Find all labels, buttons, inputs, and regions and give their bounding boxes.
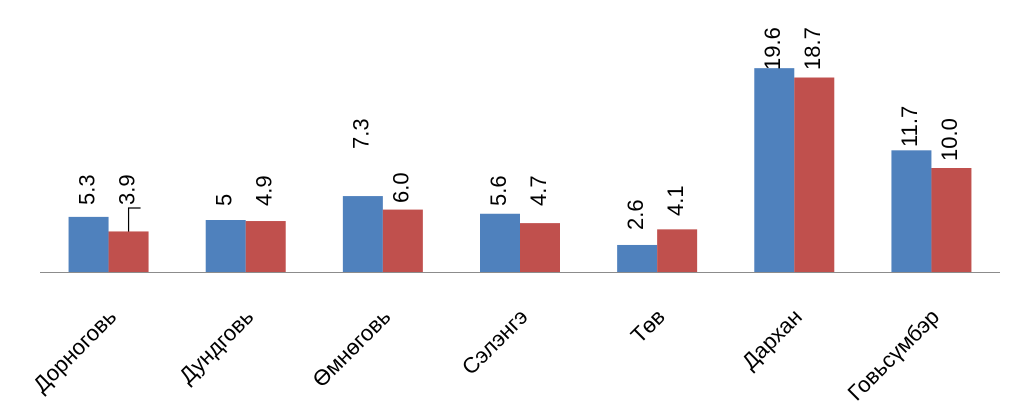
bars-layer	[68, 68, 972, 273]
bar-series-2-6	[794, 77, 835, 273]
category-label-3: Өмнөговь	[307, 304, 395, 392]
value-label-series-2-1: 3.9	[114, 174, 139, 205]
value-label-series-1-1: 5.3	[74, 174, 99, 205]
value-label-series-1-7: 11.7	[897, 106, 922, 147]
label-leader-line	[127, 207, 141, 232]
value-label-series-1-2: 5	[212, 194, 237, 206]
bar-series-2-3	[382, 209, 423, 272]
value-label-series-2-7: 10.0	[937, 118, 962, 161]
value-label-series-1-3: 7.3	[349, 118, 374, 149]
bar-series-1-1	[68, 216, 109, 272]
value-label-series-2-4: 4.7	[526, 175, 551, 206]
category-label-2: Дундговь	[174, 304, 258, 388]
bar-series-2-1	[108, 231, 149, 272]
category-label-4: Сэлэнгэ	[457, 304, 533, 380]
bar-series-1-7	[891, 150, 932, 272]
leader-layer	[127, 207, 141, 232]
bar-series-1-3	[342, 196, 383, 272]
value-label-series-2-6: 18.7	[800, 27, 825, 70]
value-label-series-2-5: 4.1	[663, 185, 688, 216]
category-labels-layer: Дорноговь Дундговь Өмнөговь Сэлэнгэ Төв Дарха…	[28, 304, 944, 405]
category-label-1: Дорноговь	[28, 304, 121, 397]
category-label-6: Дархан	[737, 304, 807, 374]
category-label-7: Говьсүмбэр	[843, 304, 944, 405]
bar-series-1-2	[205, 220, 246, 272]
value-labels-layer: 5.3 3.9 5 4.9 7.3 6.0 5.6 4.7 2.6 4.1 19.6 18.7 11.7…	[74, 27, 962, 230]
bar-series-2-5	[657, 229, 698, 272]
bar-series-1-5	[617, 244, 658, 272]
value-label-series-1-5: 2.6	[623, 199, 648, 230]
bar-series-1-6	[754, 68, 795, 272]
value-label-series-2-3: 6.0	[389, 172, 414, 203]
bar-series-2-4	[520, 223, 560, 272]
category-label-5: Төв	[626, 304, 670, 348]
bar-series-2-2	[245, 221, 286, 272]
value-label-series-2-2: 4.9	[252, 175, 277, 206]
bar-series-1-4	[480, 213, 520, 272]
bar-series-2-7	[931, 168, 972, 272]
value-label-series-1-4: 5.6	[486, 175, 511, 206]
value-label-series-1-6: 19.6	[760, 27, 785, 70]
